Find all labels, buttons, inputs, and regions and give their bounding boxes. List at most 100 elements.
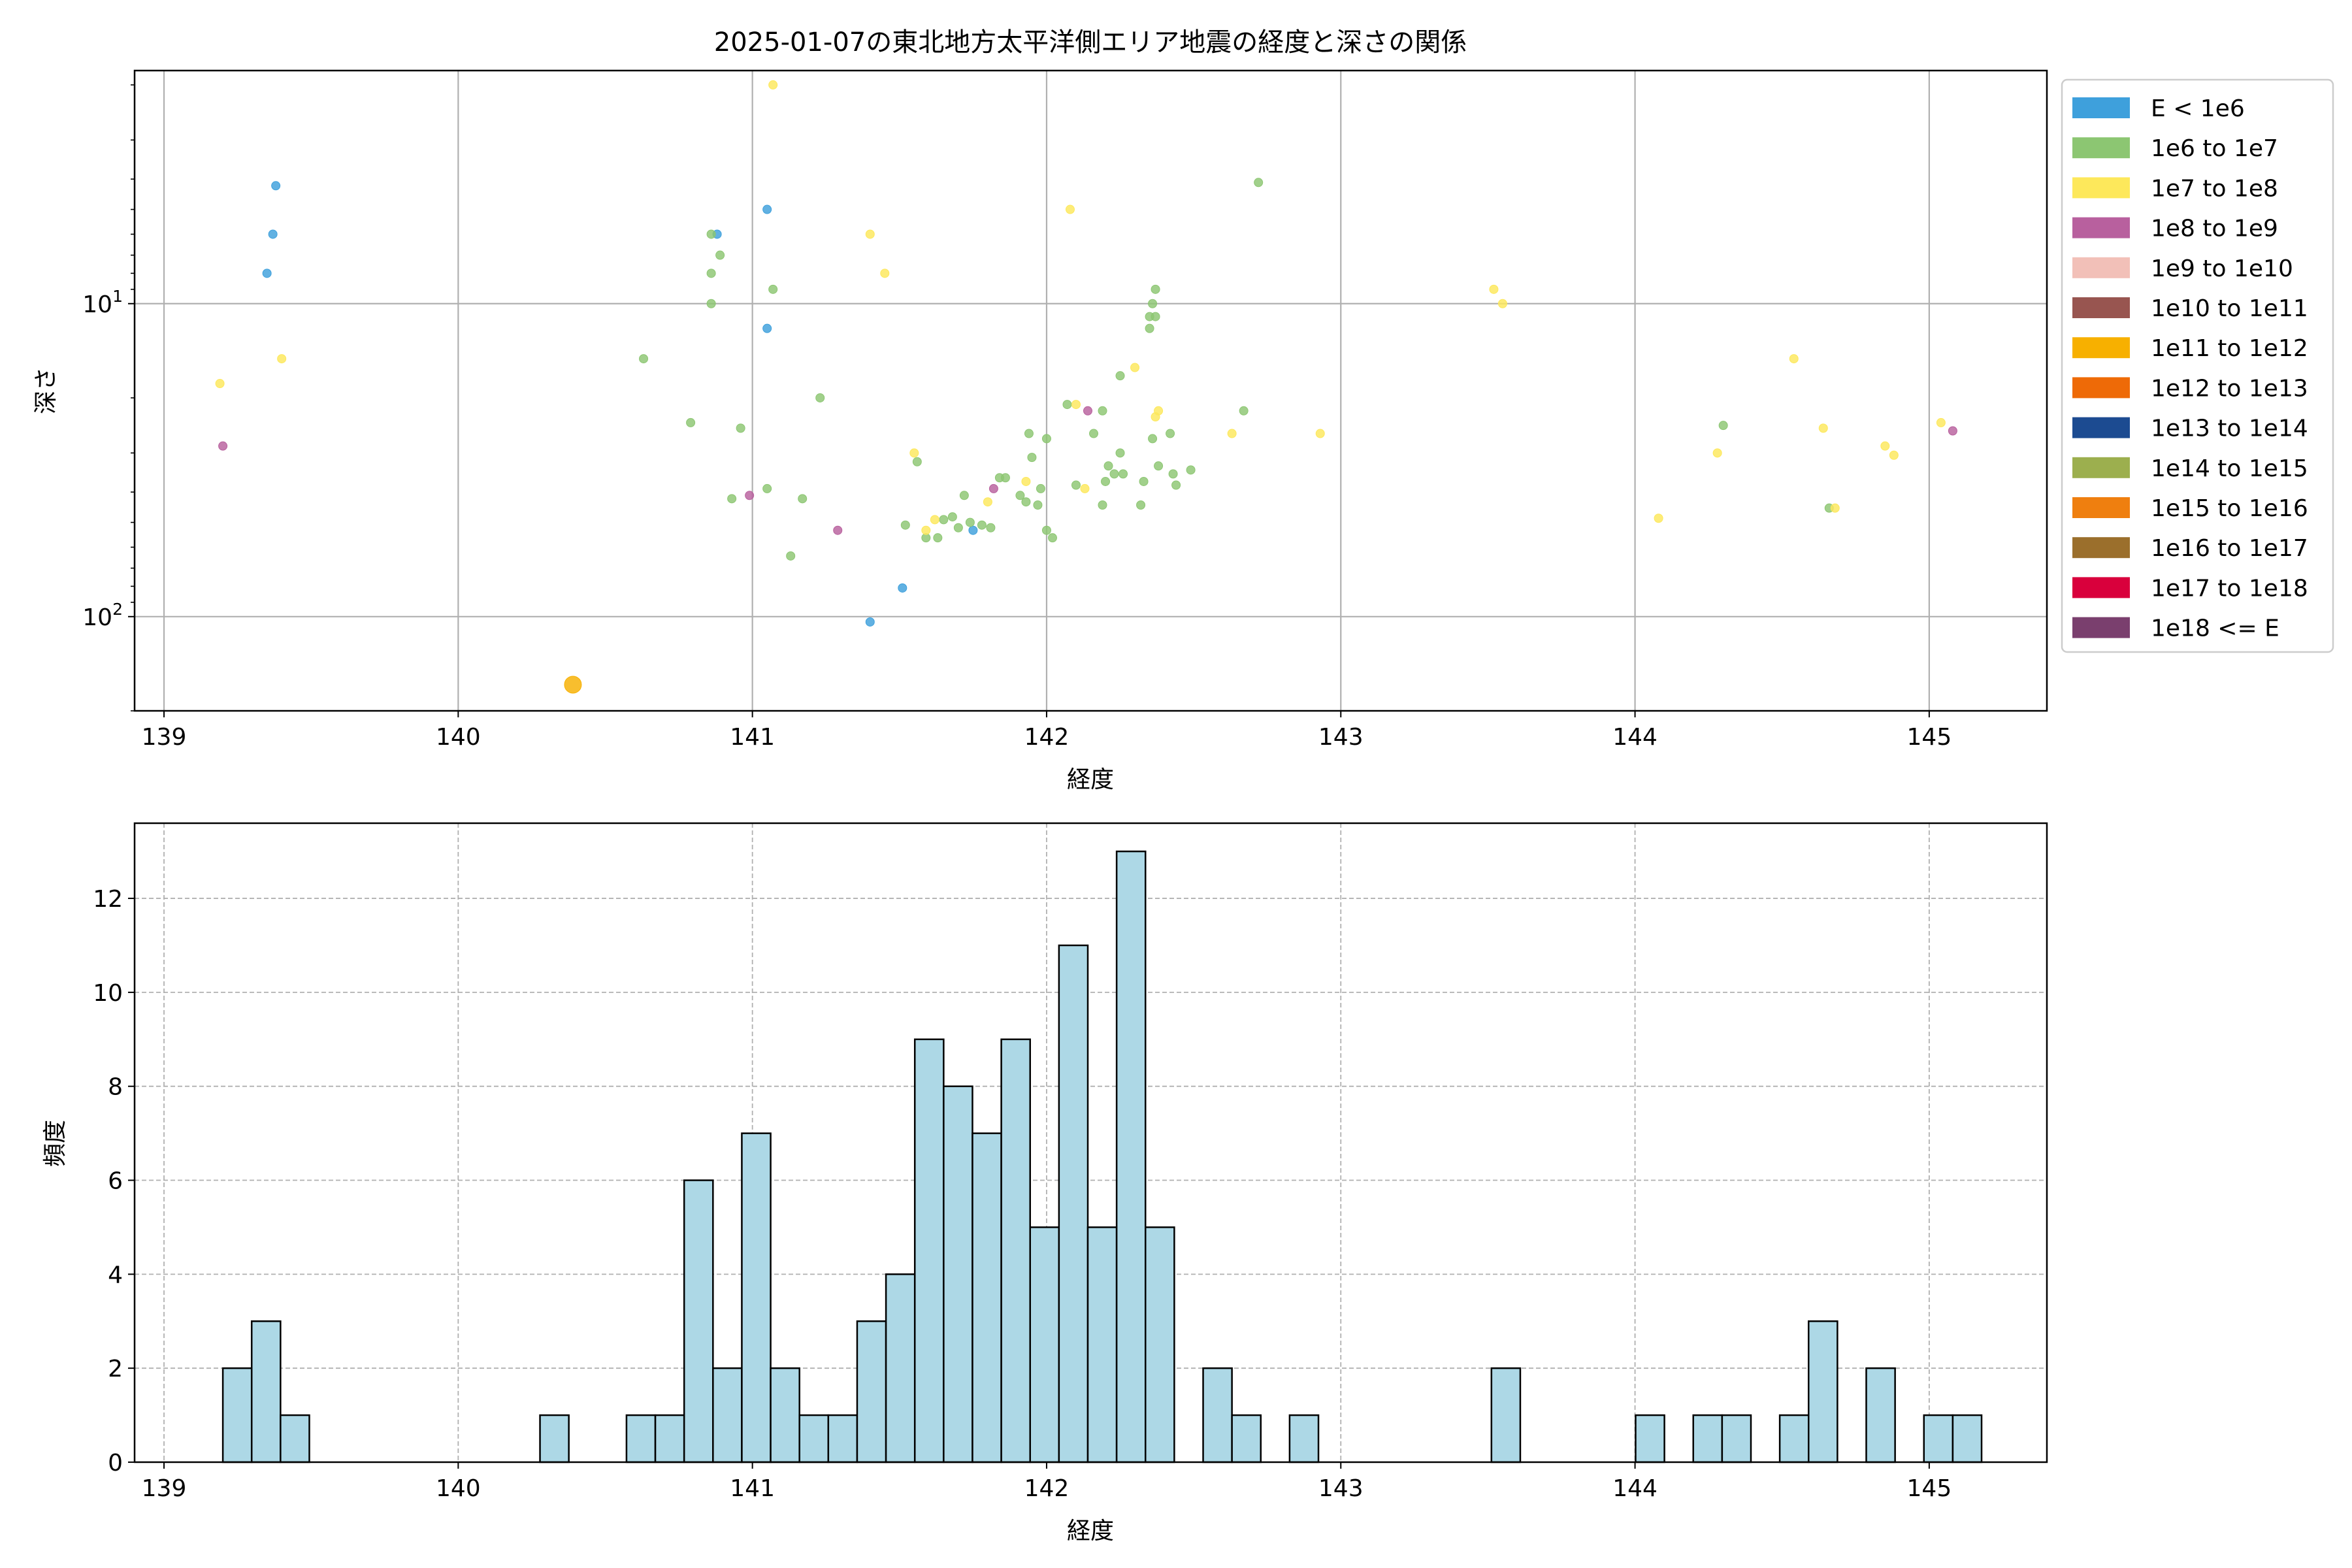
scatter-x-tick-label: 140 bbox=[436, 724, 481, 751]
scatter-point bbox=[762, 483, 772, 493]
scatter-point bbox=[564, 676, 582, 694]
histogram-bar bbox=[770, 1367, 800, 1463]
scatter-point bbox=[268, 229, 278, 239]
histogram-bar bbox=[1635, 1414, 1665, 1463]
scatter-point bbox=[1071, 400, 1081, 410]
scatter-point bbox=[930, 515, 939, 525]
scatter-point bbox=[745, 491, 755, 500]
histogram-y-tick-label: 10 bbox=[93, 980, 123, 1007]
scatter-point bbox=[271, 181, 281, 191]
scatter-x-tick-label: 144 bbox=[1612, 724, 1658, 751]
scatter-point bbox=[1880, 441, 1890, 451]
histogram-bar bbox=[539, 1414, 570, 1463]
histogram-bar bbox=[1231, 1414, 1262, 1463]
histogram-bar bbox=[1058, 944, 1089, 1463]
scatter-x-tick-label: 139 bbox=[142, 724, 187, 751]
scatter-point bbox=[1136, 500, 1146, 510]
scatter-point bbox=[215, 379, 225, 389]
scatter-point bbox=[1000, 473, 1010, 483]
scatter-x-tick-label: 143 bbox=[1318, 724, 1364, 751]
legend-label: 1e6 to 1e7 bbox=[2151, 135, 2278, 162]
legend-swatch bbox=[2072, 577, 2130, 598]
scatter-point bbox=[1166, 429, 1175, 438]
scatter-point bbox=[1227, 429, 1237, 438]
scatter-point bbox=[1151, 412, 1160, 422]
scatter-point bbox=[865, 617, 875, 627]
scatter-point bbox=[965, 517, 975, 527]
legend-swatch bbox=[2072, 297, 2130, 318]
scatter-point bbox=[1089, 429, 1099, 438]
scatter-point bbox=[1889, 450, 1899, 460]
scatter-point bbox=[1103, 461, 1113, 471]
scatter-y-axis-label: 深さ bbox=[33, 367, 59, 414]
scatter-point bbox=[921, 525, 931, 535]
legend-swatch bbox=[2072, 97, 2130, 118]
legend-frame bbox=[2061, 78, 2334, 653]
scatter-point bbox=[933, 533, 943, 543]
histogram-bar bbox=[943, 1085, 973, 1463]
scatter-point bbox=[1080, 483, 1090, 493]
histogram-bar bbox=[1923, 1414, 1954, 1463]
scatter-point bbox=[988, 483, 998, 493]
scatter-x-tick-label: 141 bbox=[730, 724, 775, 751]
histogram-bar bbox=[885, 1273, 916, 1463]
histogram-bar bbox=[1115, 850, 1147, 1463]
histogram-bar bbox=[1865, 1367, 1896, 1463]
scatter-point bbox=[1015, 491, 1025, 500]
scatter-point bbox=[1130, 363, 1140, 372]
legend-label: E < 1e6 bbox=[2151, 95, 2245, 122]
scatter-point bbox=[1145, 323, 1154, 333]
scatter-point bbox=[983, 497, 992, 507]
legend-label: 1e17 to 1e18 bbox=[2151, 575, 2308, 602]
scatter-point bbox=[912, 457, 922, 466]
scatter-point bbox=[1497, 299, 1507, 308]
legend-label: 1e13 to 1e14 bbox=[2151, 416, 2308, 442]
histogram-bar bbox=[856, 1320, 887, 1463]
scatter-point bbox=[1062, 400, 1072, 410]
histogram-bar bbox=[1288, 1414, 1320, 1463]
histogram-y-axis-label: 頻度 bbox=[42, 1120, 69, 1167]
histogram-bar bbox=[625, 1414, 657, 1463]
scatter-point bbox=[1789, 354, 1799, 364]
histogram-y-tick-label: 8 bbox=[108, 1074, 123, 1101]
scatter-point bbox=[1168, 469, 1178, 479]
legend-swatch bbox=[2072, 417, 2130, 438]
scatter-point bbox=[865, 229, 875, 239]
legend-swatch bbox=[2072, 257, 2130, 278]
scatter-point bbox=[1027, 453, 1037, 463]
scatter-point bbox=[968, 525, 978, 535]
legend-label: 1e12 to 1e13 bbox=[2151, 375, 2308, 402]
scatter-point bbox=[1041, 525, 1051, 535]
scatter-point bbox=[1718, 421, 1728, 431]
scatter-y-tick-label: 102 bbox=[82, 600, 123, 631]
histogram-bar bbox=[250, 1320, 282, 1463]
histogram-y-tick-label: 6 bbox=[108, 1168, 123, 1195]
legend-label: 1e11 to 1e12 bbox=[2151, 335, 2308, 362]
scatter-point bbox=[1119, 469, 1128, 479]
scatter-point bbox=[1021, 476, 1031, 486]
scatter-point bbox=[218, 441, 228, 451]
histogram-bar bbox=[1145, 1226, 1175, 1463]
scatter-point bbox=[706, 269, 716, 278]
scatter-point bbox=[1171, 480, 1181, 490]
scatter-point bbox=[898, 583, 907, 593]
histogram-panel: 139 140 141 142 143 144 145 0 2 4 6 8 10 12 経度 頻度 bbox=[42, 822, 2048, 1544]
histogram-bar bbox=[1029, 1226, 1060, 1463]
scatter-point bbox=[1151, 312, 1160, 321]
scatter-point bbox=[798, 494, 808, 504]
histogram-bar bbox=[1202, 1367, 1233, 1463]
scatter-point bbox=[768, 80, 778, 90]
scatter-point bbox=[1115, 448, 1125, 458]
histogram-x-axis-label: 経度 bbox=[1067, 1518, 1114, 1544]
scatter-x-tick-label: 142 bbox=[1024, 724, 1070, 751]
scatter-point bbox=[1818, 423, 1828, 433]
histogram-bar bbox=[741, 1132, 772, 1463]
scatter-point bbox=[1489, 284, 1499, 294]
scatter-point bbox=[1148, 299, 1158, 308]
histogram-axes: 139 140 141 142 143 144 145 0 2 4 6 8 10 12 bbox=[93, 886, 1952, 1502]
scatter-point bbox=[1033, 500, 1043, 510]
legend-label: 1e18 <= E bbox=[2151, 615, 2279, 642]
scatter-point bbox=[1315, 429, 1325, 438]
histogram-bar bbox=[972, 1132, 1002, 1463]
